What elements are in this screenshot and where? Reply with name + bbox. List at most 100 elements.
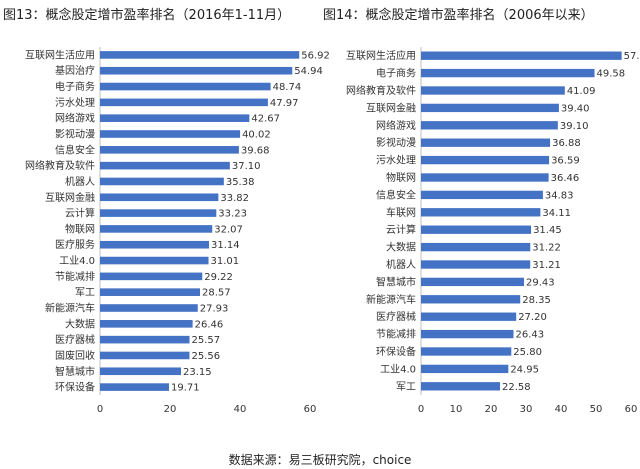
bar xyxy=(100,272,203,281)
value-label: 24.95 xyxy=(510,364,539,375)
value-label: 33.23 xyxy=(218,209,247,220)
value-label: 22.58 xyxy=(502,382,531,393)
bar xyxy=(100,51,300,59)
bar xyxy=(421,208,541,217)
value-label: 41.09 xyxy=(567,86,596,97)
category-label: 污水处理 xyxy=(376,155,416,167)
bar xyxy=(421,68,595,78)
category-label: 车联网 xyxy=(386,206,416,219)
category-label: 影视动漫 xyxy=(376,136,416,149)
category-label: 医疗器械 xyxy=(376,310,416,323)
value-label: 40.02 xyxy=(242,130,271,141)
category-label: 环保设备 xyxy=(376,345,416,358)
value-label: 34.11 xyxy=(542,208,571,219)
value-label: 27.20 xyxy=(518,312,547,323)
value-label: 57.33 xyxy=(624,51,640,62)
bar xyxy=(421,260,531,269)
value-label: 31.21 xyxy=(532,260,561,271)
category-label: 智慧城市 xyxy=(376,275,416,288)
x-tick-label: 0 xyxy=(97,404,103,415)
bar xyxy=(100,114,250,122)
category-label: 物联网 xyxy=(386,171,416,184)
value-label: 31.22 xyxy=(532,243,561,254)
x-tick-label: 60 xyxy=(625,404,638,415)
value-label: 34.83 xyxy=(545,190,574,201)
bar xyxy=(100,304,198,312)
value-label: 56.92 xyxy=(301,50,330,61)
bar xyxy=(100,98,268,107)
value-label: 54.94 xyxy=(294,66,323,77)
value-label: 23.15 xyxy=(183,367,212,378)
bar xyxy=(100,209,217,217)
x-tick-label: 40 xyxy=(555,404,568,415)
category-label: 互联网金融 xyxy=(45,191,95,204)
bar xyxy=(100,288,200,296)
category-label: 医疗服务 xyxy=(55,238,95,251)
category-label: 新能源汽车 xyxy=(366,293,416,306)
value-label: 31.45 xyxy=(533,225,562,236)
value-label: 39.40 xyxy=(561,103,590,114)
bar xyxy=(100,177,224,186)
bar xyxy=(421,121,558,130)
category-label: 固废回收 xyxy=(55,349,95,362)
bar xyxy=(100,66,293,75)
value-label: 49.58 xyxy=(597,69,626,80)
category-label: 电子商务 xyxy=(376,67,416,80)
bar xyxy=(100,383,169,391)
bar xyxy=(100,240,209,249)
value-label: 48.74 xyxy=(273,82,302,93)
bar xyxy=(421,190,543,200)
value-label: 31.01 xyxy=(211,256,240,267)
category-label: 环保设备 xyxy=(55,381,95,394)
value-label: 42.67 xyxy=(251,114,280,125)
value-label: 47.97 xyxy=(270,98,299,109)
category-label: 智慧城市 xyxy=(55,365,95,378)
value-label: 28.57 xyxy=(202,288,231,299)
category-label: 工业4.0 xyxy=(59,255,95,267)
x-tick-label: 0 xyxy=(418,404,424,415)
bar xyxy=(100,225,213,233)
value-label: 31.14 xyxy=(211,240,240,251)
chart-left-title: 图13：概念股定增市盈率排名（2016年1-11月） xyxy=(3,8,291,23)
value-label: 25.57 xyxy=(191,335,220,346)
x-tick-label: 20 xyxy=(485,404,498,415)
value-label: 39.10 xyxy=(560,121,589,132)
bar xyxy=(421,86,565,95)
category-label: 网络游戏 xyxy=(376,119,416,132)
x-tick-label: 20 xyxy=(164,404,177,415)
x-tick-label: 30 xyxy=(520,404,533,415)
bar xyxy=(421,242,531,252)
bar xyxy=(100,367,182,376)
category-label: 云计算 xyxy=(65,207,95,220)
chart-left: 互联网生活应用 56.92 基因治疗 54.94 电子商务 48.74 污水处理 47.97 网… xyxy=(25,47,330,415)
bar xyxy=(421,173,549,182)
value-label: 35.38 xyxy=(226,177,255,188)
bar xyxy=(421,277,525,287)
bar xyxy=(421,347,512,356)
category-label: 物联网 xyxy=(65,222,95,235)
category-label: 节能减排 xyxy=(55,270,95,283)
x-tick-label: 50 xyxy=(590,404,603,415)
value-label: 37.10 xyxy=(232,161,261,172)
bar xyxy=(100,351,190,360)
category-label: 电子商务 xyxy=(55,80,95,93)
bar xyxy=(421,364,509,374)
bar xyxy=(421,329,514,339)
category-label: 军工 xyxy=(75,287,95,299)
bar xyxy=(100,161,230,170)
category-label: 信息安全 xyxy=(55,143,95,156)
category-label: 基因治疗 xyxy=(55,64,95,77)
value-label: 36.59 xyxy=(551,156,580,167)
category-label: 信息安全 xyxy=(376,188,416,201)
value-label: 27.93 xyxy=(200,304,229,315)
x-tick-label: 40 xyxy=(234,404,247,415)
value-label: 28.35 xyxy=(522,295,551,306)
bar xyxy=(421,295,521,304)
value-label: 36.88 xyxy=(552,138,581,149)
bar xyxy=(421,51,622,60)
bar xyxy=(100,193,219,202)
bar xyxy=(421,225,532,234)
bar xyxy=(421,155,550,165)
bar xyxy=(100,335,190,344)
chart-right-title: 图14：概念股定增市盈率排名（2006年以来） xyxy=(323,8,594,23)
